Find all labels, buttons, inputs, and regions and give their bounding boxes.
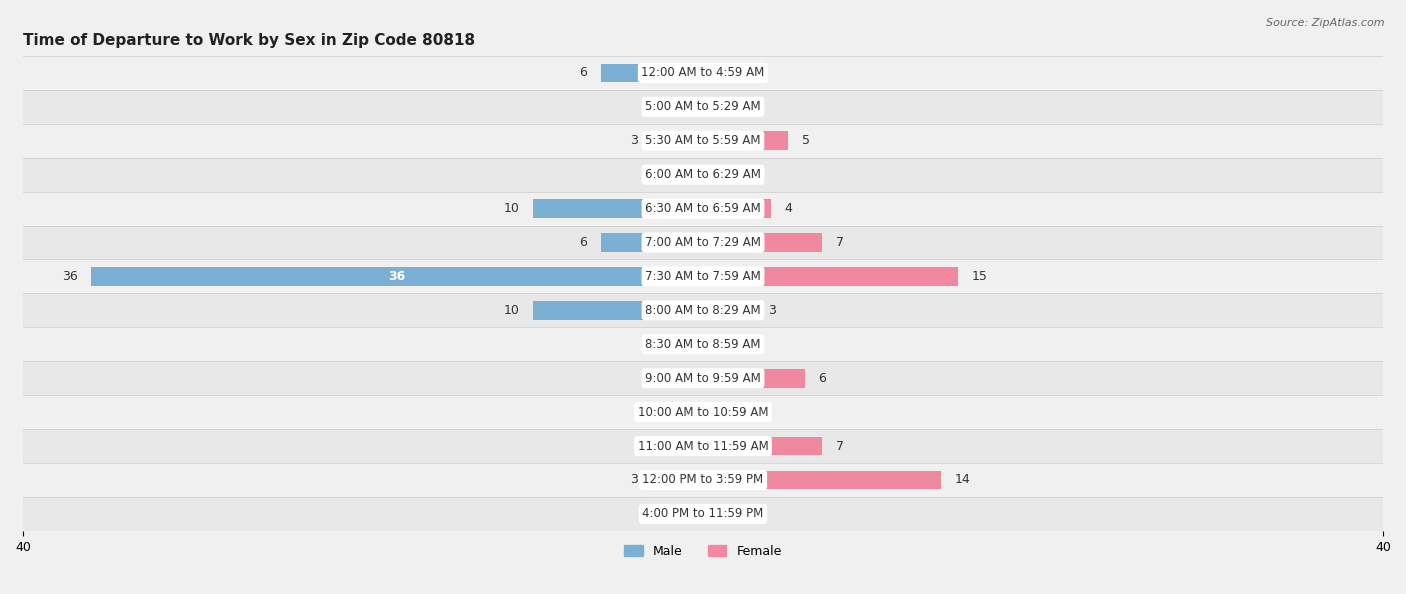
Text: 8:00 AM to 8:29 AM: 8:00 AM to 8:29 AM xyxy=(645,304,761,317)
Bar xyxy=(703,131,787,150)
Text: 0: 0 xyxy=(717,168,724,181)
Text: 15: 15 xyxy=(972,270,987,283)
Bar xyxy=(22,327,1384,361)
Text: 10: 10 xyxy=(503,202,519,215)
Bar xyxy=(22,157,1384,192)
Bar xyxy=(22,124,1384,157)
Bar xyxy=(703,233,823,252)
Bar xyxy=(703,437,823,456)
Text: 0: 0 xyxy=(682,338,689,351)
Bar xyxy=(22,429,1384,463)
Bar xyxy=(703,504,709,523)
Text: 0: 0 xyxy=(682,168,689,181)
Text: 0: 0 xyxy=(682,372,689,385)
Bar xyxy=(703,301,754,320)
Bar xyxy=(22,497,1384,531)
Text: 4: 4 xyxy=(785,202,793,215)
Bar xyxy=(703,403,709,421)
Text: 12:00 PM to 3:59 PM: 12:00 PM to 3:59 PM xyxy=(643,473,763,486)
Bar xyxy=(22,226,1384,260)
Bar xyxy=(22,395,1384,429)
Bar xyxy=(22,56,1384,90)
Text: Source: ZipAtlas.com: Source: ZipAtlas.com xyxy=(1267,18,1385,28)
Bar xyxy=(697,165,703,184)
Text: 0: 0 xyxy=(717,338,724,351)
Text: 11:00 AM to 11:59 AM: 11:00 AM to 11:59 AM xyxy=(638,440,768,453)
Bar xyxy=(697,403,703,421)
Bar xyxy=(703,335,709,353)
Text: 36: 36 xyxy=(62,270,77,283)
Bar xyxy=(91,267,703,286)
Text: 36: 36 xyxy=(388,270,405,283)
Text: 10: 10 xyxy=(503,304,519,317)
Bar xyxy=(703,97,709,116)
Bar xyxy=(697,335,703,353)
Text: 8:30 AM to 8:59 AM: 8:30 AM to 8:59 AM xyxy=(645,338,761,351)
Text: 0: 0 xyxy=(717,100,724,113)
Bar xyxy=(697,437,703,456)
Text: 6: 6 xyxy=(579,67,588,80)
Text: 3: 3 xyxy=(630,134,638,147)
Bar xyxy=(652,131,703,150)
Text: 0: 0 xyxy=(717,67,724,80)
Bar xyxy=(697,97,703,116)
Bar xyxy=(22,90,1384,124)
Text: 7: 7 xyxy=(835,236,844,249)
Bar xyxy=(697,504,703,523)
Text: 0: 0 xyxy=(682,406,689,419)
Bar xyxy=(703,369,806,387)
Legend: Male, Female: Male, Female xyxy=(619,539,787,563)
Text: 0: 0 xyxy=(682,440,689,453)
Bar xyxy=(703,165,709,184)
Text: 7: 7 xyxy=(835,440,844,453)
Bar xyxy=(22,361,1384,395)
Text: 5: 5 xyxy=(801,134,810,147)
Text: 5:00 AM to 5:29 AM: 5:00 AM to 5:29 AM xyxy=(645,100,761,113)
Bar xyxy=(22,260,1384,293)
Bar xyxy=(22,293,1384,327)
Text: 14: 14 xyxy=(955,473,970,486)
Text: 6:00 AM to 6:29 AM: 6:00 AM to 6:29 AM xyxy=(645,168,761,181)
Text: 10:00 AM to 10:59 AM: 10:00 AM to 10:59 AM xyxy=(638,406,768,419)
Text: 6: 6 xyxy=(579,236,588,249)
Bar xyxy=(703,470,941,489)
Bar xyxy=(703,267,957,286)
Text: 6: 6 xyxy=(818,372,827,385)
Text: 5:30 AM to 5:59 AM: 5:30 AM to 5:59 AM xyxy=(645,134,761,147)
Text: Time of Departure to Work by Sex in Zip Code 80818: Time of Departure to Work by Sex in Zip … xyxy=(22,33,475,48)
Text: 12:00 AM to 4:59 AM: 12:00 AM to 4:59 AM xyxy=(641,67,765,80)
Bar xyxy=(703,199,770,218)
Bar xyxy=(652,470,703,489)
Text: 9:00 AM to 9:59 AM: 9:00 AM to 9:59 AM xyxy=(645,372,761,385)
Bar xyxy=(697,369,703,387)
Bar xyxy=(533,199,703,218)
Text: 6:30 AM to 6:59 AM: 6:30 AM to 6:59 AM xyxy=(645,202,761,215)
Bar xyxy=(533,301,703,320)
Text: 3: 3 xyxy=(630,473,638,486)
Text: 0: 0 xyxy=(682,100,689,113)
Text: 0: 0 xyxy=(717,406,724,419)
Bar xyxy=(703,64,709,82)
Text: 0: 0 xyxy=(717,507,724,520)
Text: 3: 3 xyxy=(768,304,776,317)
Bar xyxy=(22,463,1384,497)
Text: 7:30 AM to 7:59 AM: 7:30 AM to 7:59 AM xyxy=(645,270,761,283)
Text: 0: 0 xyxy=(682,507,689,520)
Bar xyxy=(600,64,703,82)
Bar xyxy=(600,233,703,252)
Text: 7:00 AM to 7:29 AM: 7:00 AM to 7:29 AM xyxy=(645,236,761,249)
Bar xyxy=(22,192,1384,226)
Text: 4:00 PM to 11:59 PM: 4:00 PM to 11:59 PM xyxy=(643,507,763,520)
